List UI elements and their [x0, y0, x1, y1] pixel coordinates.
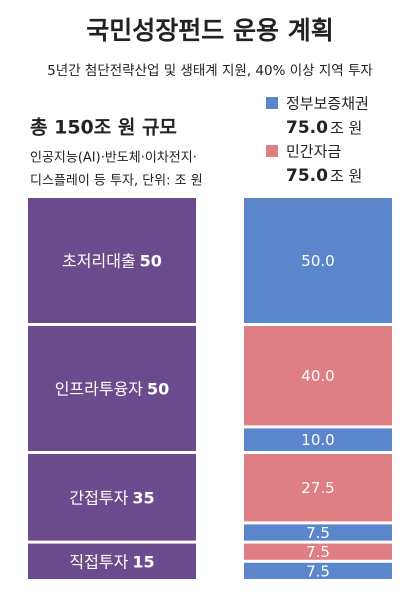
segment: [244, 428, 392, 451]
value-label: 7.5: [306, 543, 330, 561]
value-label: 7.5: [306, 562, 330, 580]
chart-title: 국민성장펀드 운용 계획: [86, 16, 333, 45]
segment: [244, 543, 392, 560]
total-bar: [28, 454, 196, 541]
legend-total-value: 75.0: [286, 166, 328, 186]
value-label: 40.0: [301, 367, 334, 385]
note: 디스플레이 등 투자, 단위: 조 원: [30, 174, 203, 189]
legend-swatch: [266, 145, 278, 157]
category-name: 인프라투융자: [55, 379, 144, 398]
category-label: 간접투자 35: [69, 488, 154, 507]
legend-total-unit: 조 원: [330, 119, 362, 137]
category-name: 간접투자: [69, 488, 128, 507]
note: 인공지능(AI)·반도체·이차전지·: [30, 151, 197, 166]
legend-total: 75.0 조 원: [286, 166, 362, 186]
category-label: 인프라투융자 50: [55, 379, 170, 398]
segment: [244, 326, 392, 426]
legend-label: 정부보증채권: [286, 95, 369, 113]
category-total: 35: [132, 488, 154, 507]
category-name: 초저리대출: [62, 251, 136, 270]
legend-swatch: [266, 97, 278, 109]
value-label: 10.0: [301, 431, 334, 449]
category-total: 50: [140, 251, 162, 270]
legend-total-unit: 조 원: [330, 167, 362, 185]
total-bar: [28, 543, 196, 579]
segment: [244, 524, 392, 541]
legend-total: 75.0 조 원: [286, 118, 362, 138]
legend-label: 민간자금: [286, 143, 341, 161]
category-total: 50: [147, 379, 169, 398]
total-bar: [28, 326, 196, 451]
category-label: 초저리대출 50: [62, 251, 162, 270]
segment: [244, 562, 392, 579]
value-label: 27.5: [301, 479, 334, 497]
segment: [244, 454, 392, 522]
category-label: 직접투자 15: [69, 552, 154, 571]
segment: [244, 198, 392, 323]
total-label: 총 150조 원 규모: [30, 117, 177, 139]
value-label: 7.5: [306, 524, 330, 542]
total-bar: [28, 198, 196, 323]
value-label: 50.0: [301, 252, 334, 270]
category-name: 직접투자: [69, 552, 128, 571]
legend-total-value: 75.0: [286, 118, 328, 138]
subtitle: 5년간 첨단전략산업 및 생태계 지원, 40% 이상 지역 투자: [47, 63, 373, 79]
category-total: 15: [132, 552, 154, 571]
